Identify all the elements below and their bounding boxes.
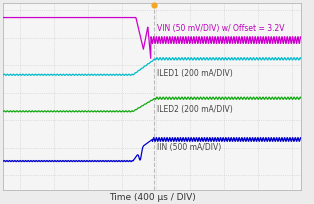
Text: VIN (50 mV/DIV) w/ Offset = 3.2V: VIN (50 mV/DIV) w/ Offset = 3.2V	[157, 24, 284, 33]
Text: IIN (500 mA/DIV): IIN (500 mA/DIV)	[157, 142, 221, 151]
X-axis label: Time (400 μs / DIV): Time (400 μs / DIV)	[109, 192, 196, 201]
Text: ILED1 (200 mA/DIV): ILED1 (200 mA/DIV)	[157, 69, 232, 78]
Text: ILED2 (200 mA/DIV): ILED2 (200 mA/DIV)	[157, 104, 232, 113]
